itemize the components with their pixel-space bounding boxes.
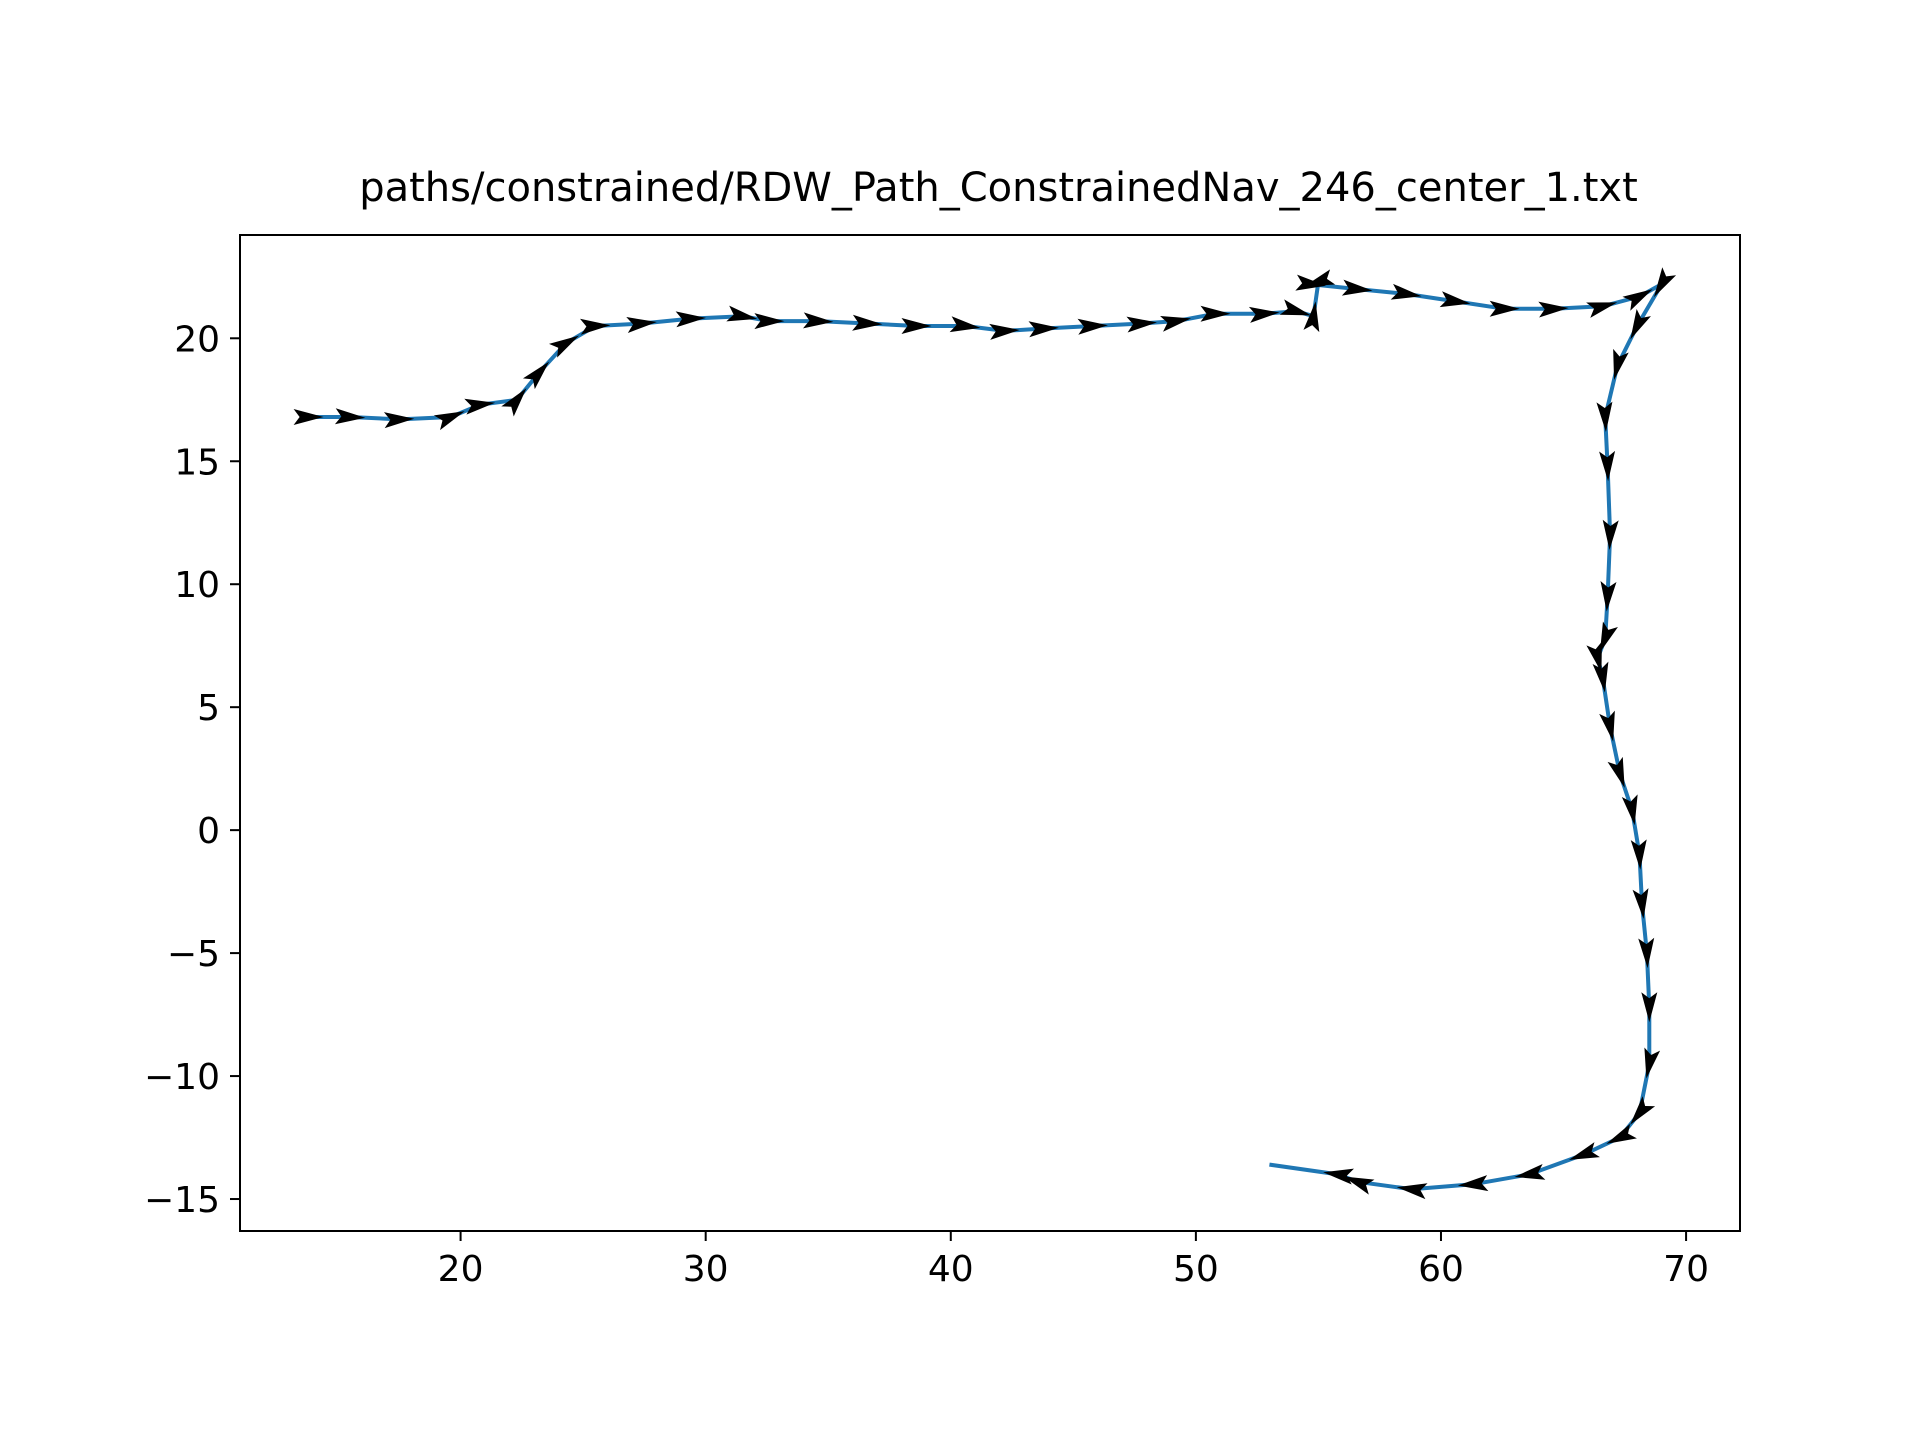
x-tick-label: 30 (683, 1249, 729, 1290)
direction-arrow (1641, 992, 1658, 1023)
direction-arrow (1077, 318, 1108, 335)
direction-arrow (580, 318, 611, 335)
direction-arrow (1439, 291, 1471, 308)
direction-arrow (1599, 621, 1618, 653)
direction-arrow (1200, 305, 1231, 322)
x-tick-label: 50 (1173, 1249, 1219, 1290)
y-tick-label: −5 (167, 934, 220, 975)
direction-arrow (1607, 756, 1625, 788)
y-tick-label: 10 (174, 565, 220, 606)
direction-arrow (1654, 267, 1677, 298)
direction-arrow (522, 361, 550, 390)
direction-arrow (626, 317, 657, 333)
direction-arrow (1599, 450, 1616, 482)
direction-arrow (989, 323, 1020, 340)
direction-arrow (1248, 306, 1280, 323)
direction-arrow (1390, 283, 1422, 300)
direction-arrow (464, 398, 496, 415)
direction-arrow (1514, 1163, 1546, 1180)
direction-arrow (754, 313, 785, 330)
direction-arrow (1630, 309, 1651, 340)
direction-arrow (1602, 519, 1619, 550)
y-tick-label: −15 (144, 1180, 220, 1221)
direction-arrow (1538, 301, 1569, 318)
direction-arrow (901, 318, 932, 334)
direction-arrow (1343, 1176, 1375, 1195)
x-tick-label: 20 (438, 1249, 484, 1290)
direction-arrow (1600, 581, 1617, 612)
y-tick-label: 0 (197, 811, 220, 852)
direction-arrow (1621, 794, 1638, 826)
direction-arrow (1599, 710, 1615, 742)
direction-arrow (1396, 1183, 1428, 1200)
direction-arrow (1028, 321, 1059, 338)
direction-arrow (549, 335, 579, 358)
y-tick-label: 5 (197, 688, 220, 729)
direction-arrow (1613, 348, 1629, 380)
x-axis: 20 30 40 50 60 70 (438, 1231, 1709, 1290)
x-tick-label: 60 (1418, 1249, 1464, 1290)
y-tick-label: 15 (174, 442, 220, 483)
direction-arrow (1160, 316, 1192, 332)
y-tick-label: −10 (144, 1057, 220, 1098)
y-tick-label: 20 (174, 319, 220, 360)
y-axis: −15 −10 −5 0 5 10 15 20 (144, 319, 240, 1221)
direction-arrow (1457, 1175, 1489, 1192)
direction-arrow (949, 316, 981, 333)
direction-arrow (293, 409, 324, 425)
direction-arrow (1279, 299, 1311, 316)
direction-arrow (1341, 279, 1373, 296)
direction-arrow (675, 311, 706, 328)
direction-arrow (383, 412, 415, 429)
direction-arrow (726, 305, 758, 322)
direction-arrow (1596, 401, 1613, 432)
direction-arrow (1303, 301, 1320, 333)
direction-arrow (1295, 274, 1327, 291)
direction-arrow (1592, 661, 1609, 693)
direction-arrow (1632, 888, 1649, 919)
direction-arrow (501, 388, 527, 417)
path-line (308, 279, 1664, 1192)
direction-arrow (1489, 300, 1520, 317)
direction-arrow (1569, 1142, 1600, 1160)
direction-arrow (1638, 937, 1655, 969)
direction-arrow (1323, 1168, 1354, 1185)
direction-arrow (1630, 839, 1647, 870)
direction-arrow (334, 408, 366, 425)
direction-arrow (1586, 302, 1618, 318)
chart-title: paths/constrained/RDW_Path_ConstrainedNa… (359, 165, 1638, 211)
x-tick-label: 70 (1663, 1249, 1709, 1290)
direction-arrow (1622, 289, 1653, 311)
direction-arrow (433, 411, 465, 431)
direction-arrow (1630, 1096, 1656, 1125)
series-arrows (293, 267, 1677, 1200)
direction-arrow (1644, 1047, 1661, 1079)
direction-arrow (1606, 1123, 1637, 1144)
direction-arrow (1586, 641, 1602, 673)
direction-arrow (852, 314, 883, 331)
axes-frame (239, 234, 1741, 1232)
direction-arrow (1126, 316, 1157, 333)
series-lines (308, 279, 1664, 1192)
direction-arrow (803, 312, 834, 329)
x-tick-label: 40 (928, 1249, 974, 1290)
